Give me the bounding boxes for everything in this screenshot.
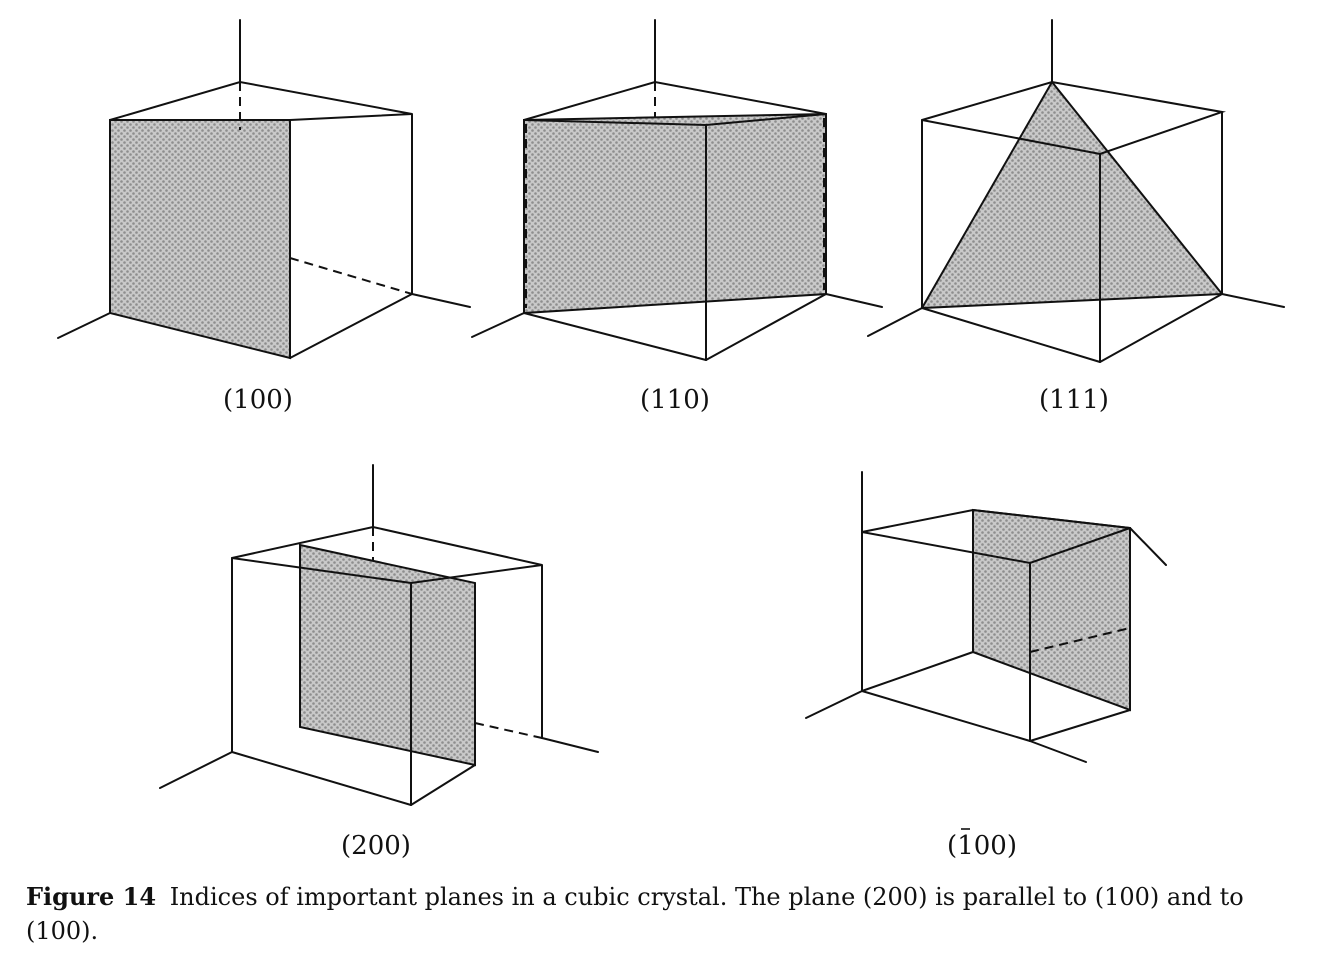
cube-200: (200) xyxy=(159,464,599,861)
y-axis xyxy=(1029,740,1087,763)
plane-bar100 xyxy=(972,508,1131,712)
cube-110: (110) xyxy=(471,19,883,415)
panel-label-100: (100) xyxy=(223,385,293,415)
x-axis xyxy=(805,690,863,719)
panel-label-200: (200) xyxy=(341,831,411,861)
cube-100: (100) xyxy=(57,19,471,415)
cube-111: (111) xyxy=(867,19,1285,415)
plane-110 xyxy=(523,112,827,315)
cube-bar100: (100) xyxy=(805,471,1167,861)
y-axis xyxy=(825,293,883,308)
x-axis xyxy=(867,307,923,337)
plane-100 xyxy=(109,119,291,360)
figure-number: Figure 14 xyxy=(26,882,157,911)
x-axis xyxy=(159,751,233,789)
x-axis xyxy=(471,312,525,338)
y-axis xyxy=(1221,293,1285,308)
y-axis xyxy=(411,293,471,308)
caption-text: Indices of important planes in a cubic c… xyxy=(26,883,1244,945)
panel-label-110: (110) xyxy=(640,385,710,415)
plane-111 xyxy=(920,80,1225,310)
figure-caption: Figure 14 Indices of important planes in… xyxy=(26,880,1316,948)
panel-label-111: (111) xyxy=(1039,385,1109,415)
panel-label-bar100: (100) xyxy=(947,831,1017,861)
y-axis xyxy=(541,737,599,753)
crystal-planes-figure: (100) (110) (111) xyxy=(57,19,1285,861)
x-axis xyxy=(57,312,111,339)
